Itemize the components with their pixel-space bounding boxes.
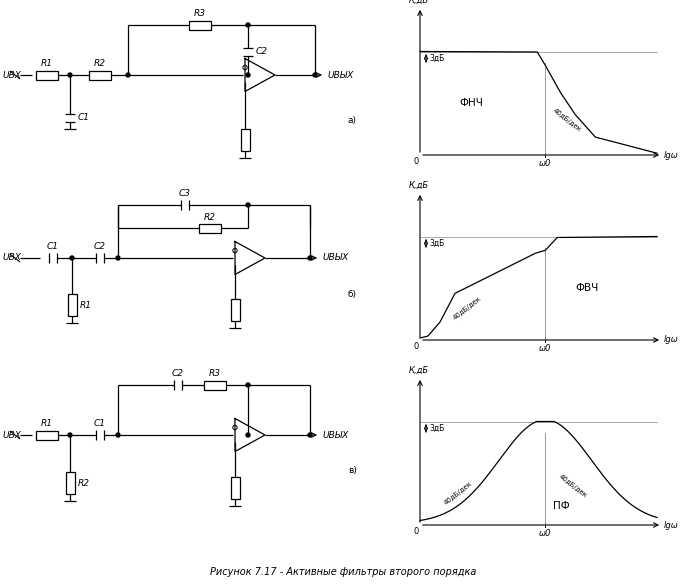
Text: UВХ: UВХ	[2, 71, 21, 79]
Text: 3дБ: 3дБ	[429, 424, 445, 433]
Circle shape	[246, 23, 250, 27]
Text: UВХ: UВХ	[2, 253, 21, 262]
Text: К,дБ: К,дБ	[409, 181, 429, 190]
Bar	[230, 477, 239, 499]
Bar	[241, 129, 250, 151]
Circle shape	[70, 256, 74, 260]
Bar	[199, 223, 221, 232]
Text: C2: C2	[94, 242, 106, 251]
Bar	[230, 299, 239, 321]
Text: C1: C1	[47, 242, 59, 251]
Text: R1: R1	[80, 300, 91, 309]
Text: ФВЧ: ФВЧ	[576, 283, 599, 293]
Text: К,дБ: К,дБ	[409, 0, 429, 5]
Text: UВЫХ: UВЫХ	[322, 253, 348, 262]
Circle shape	[116, 256, 120, 260]
Text: К,дБ: К,дБ	[409, 366, 429, 375]
Text: R3: R3	[209, 369, 221, 379]
Text: R2: R2	[204, 212, 216, 222]
Text: 40дБ/дек: 40дБ/дек	[552, 108, 582, 133]
Circle shape	[116, 433, 120, 437]
Text: Рисунок 7.17 - Активные фильтры второго порядка: Рисунок 7.17 - Активные фильтры второго …	[210, 567, 476, 577]
Text: 3дБ: 3дБ	[429, 239, 445, 248]
Text: ПФ: ПФ	[554, 500, 570, 511]
Bar	[36, 430, 58, 439]
Text: lgω: lgω	[664, 336, 678, 345]
Circle shape	[313, 73, 317, 77]
Text: в): в)	[348, 466, 357, 475]
Bar	[67, 294, 77, 316]
Circle shape	[246, 73, 250, 77]
Bar	[189, 21, 211, 29]
Text: lgω: lgω	[664, 151, 678, 159]
Text: lgω: lgω	[664, 520, 678, 530]
Text: 0: 0	[414, 527, 418, 536]
Circle shape	[126, 73, 130, 77]
Bar	[89, 71, 111, 79]
Text: R1: R1	[41, 419, 53, 429]
Text: б): б)	[348, 290, 357, 299]
Text: R2: R2	[94, 59, 106, 68]
Text: C2: C2	[256, 48, 268, 56]
Text: UВЫХ: UВЫХ	[327, 71, 353, 79]
Bar	[204, 380, 226, 389]
Text: C2: C2	[172, 369, 184, 378]
Text: ФНЧ: ФНЧ	[459, 98, 483, 108]
Text: ω0: ω0	[539, 159, 552, 168]
Text: R1: R1	[41, 59, 53, 68]
Text: 3дБ: 3дБ	[429, 54, 445, 63]
Bar	[36, 71, 58, 79]
Text: 40дБ/дек: 40дБ/дек	[453, 295, 483, 321]
Text: C1: C1	[78, 113, 90, 122]
Circle shape	[68, 433, 72, 437]
Circle shape	[68, 73, 72, 77]
Text: 40дБ/дек: 40дБ/дек	[557, 473, 588, 499]
Text: UВЫХ: UВЫХ	[322, 430, 348, 439]
Circle shape	[308, 433, 312, 437]
Text: C3: C3	[179, 189, 191, 198]
Text: C1: C1	[94, 419, 106, 428]
Circle shape	[246, 383, 250, 387]
Text: R2: R2	[78, 479, 89, 487]
Text: 0: 0	[414, 157, 418, 166]
Text: R3: R3	[194, 9, 206, 18]
Text: 0: 0	[414, 342, 418, 351]
Text: ω0: ω0	[539, 344, 552, 353]
Text: ω0: ω0	[539, 529, 552, 538]
Circle shape	[246, 203, 250, 207]
Text: 40дБ/дек: 40дБ/дек	[443, 480, 474, 506]
Circle shape	[308, 256, 312, 260]
Circle shape	[246, 433, 250, 437]
Text: UВХ: UВХ	[2, 430, 21, 439]
Text: а): а)	[348, 115, 357, 125]
Bar	[65, 472, 75, 494]
